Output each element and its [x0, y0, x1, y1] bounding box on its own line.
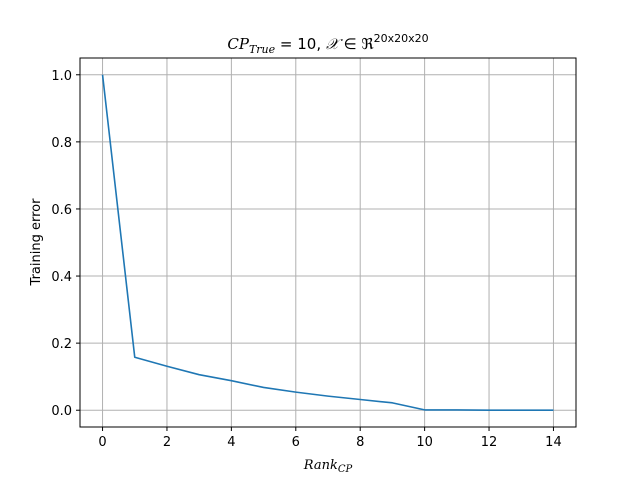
- y-tick-label: 0.2: [51, 337, 72, 352]
- title-cp-subscript: True: [249, 43, 276, 56]
- y-axis: 0.0 0.2 0.4 0.6 0.8 1.0: [51, 69, 80, 419]
- title-cp-symbol: CP: [227, 35, 249, 53]
- series-line: [101, 74, 554, 412]
- x-axis: 0 2 4 6 8 10 12 14: [98, 427, 562, 450]
- title-superscript: 20x20x20: [374, 32, 429, 45]
- y-tick-label: 1.0: [51, 69, 72, 84]
- x-axis-label: RankCP: [303, 458, 353, 475]
- x-tick-label: 14: [545, 435, 562, 450]
- x-axis-label-main: Rank: [303, 458, 338, 473]
- title-real-symbol: ℜ: [361, 35, 373, 53]
- plot-area: [80, 58, 576, 427]
- x-tick-label: 10: [416, 435, 433, 450]
- x-tick-label: 8: [356, 435, 364, 450]
- x-tick-label: 12: [481, 435, 498, 450]
- series-layer: [101, 74, 554, 412]
- title-in-part: ∈: [339, 35, 362, 53]
- chart-title: CPTrue = 10, 𝒳 ∈ ℜ20x20x20: [227, 32, 428, 56]
- x-tick-label: 2: [163, 435, 171, 450]
- title-tensor-symbol: 𝒳: [326, 35, 343, 53]
- title-equals-part: = 10,: [275, 35, 326, 53]
- x-axis-label-subscript: CP: [338, 464, 353, 475]
- x-tick-label: 6: [292, 435, 300, 450]
- y-axis-label: Training error: [29, 198, 44, 287]
- y-tick-label: 0.0: [51, 404, 72, 419]
- y-tick-label: 0.8: [51, 136, 72, 151]
- y-tick-label: 0.6: [51, 203, 72, 218]
- plot-frame: [79, 57, 577, 428]
- grid: [80, 58, 576, 427]
- x-tick-label: 4: [227, 435, 235, 450]
- x-tick-label: 0: [98, 435, 106, 450]
- y-tick-label: 0.4: [51, 270, 72, 285]
